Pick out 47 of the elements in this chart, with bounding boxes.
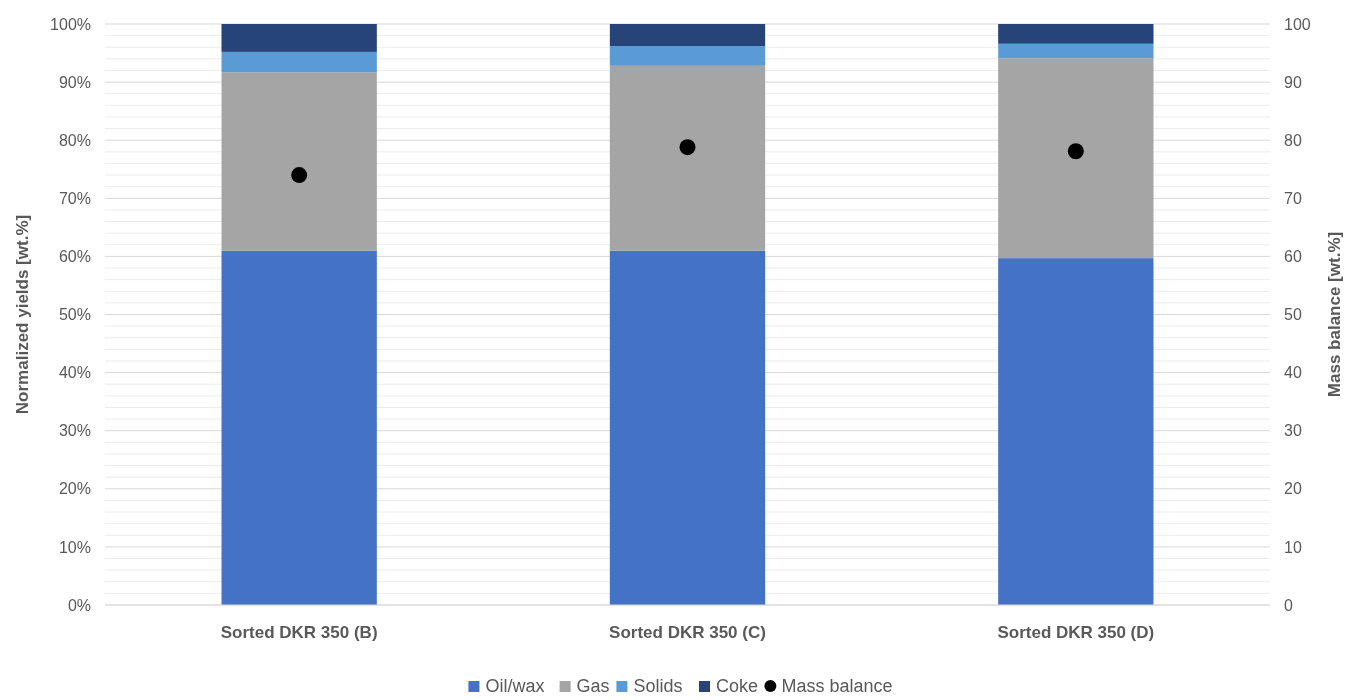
y-tick-label: 30% [58,422,91,440]
y2-tick-label: 60 [1284,248,1302,265]
y2-tick-label: 50 [1284,306,1302,324]
bar [609,46,766,66]
y2-tick-label: 20 [1284,480,1302,498]
legend-label: Oil/wax [485,676,545,697]
bar [221,72,377,251]
y2-tick-label: 80 [1284,131,1302,149]
bar [609,250,766,605]
y-tick-label: 50% [58,306,91,324]
y-tick-label: 40% [58,364,91,382]
bar [998,258,1154,605]
y2-tick-label: 0 [1284,596,1293,614]
y-tick-label: 70% [58,189,91,207]
bar [998,58,1154,259]
y2-tick-label: 10 [1284,538,1302,556]
bar [609,24,766,47]
point [1067,143,1084,160]
y-tick-label: 80% [58,131,91,149]
bar [221,24,377,52]
x-tick-label: Sorted DKR 350 (D) [997,623,1155,642]
x-tick-label: Sorted DKR 350 (B) [220,623,378,642]
y2-tick-label: 90 [1284,73,1302,91]
y-axis-title: Normalized yields [wt.%] [13,214,32,415]
x-tick-label: Sorted DKR 350 (C) [609,623,766,642]
y-tick-label: 90% [58,73,91,91]
legend-label: Gas [576,676,610,697]
point [291,167,308,184]
y-tick-label: 60% [58,248,91,265]
y2-tick-label: 100 [1284,15,1311,33]
y-tick-label: 20% [58,480,91,498]
legend-label: Coke [716,676,759,697]
bar [609,65,766,251]
y2-axis-title: Mass balance [wt.%] [1325,231,1344,398]
bar [221,51,377,73]
bar [998,43,1154,59]
legend-label: Mass balance [781,676,893,697]
legend-label: Solids [633,676,683,697]
y2-tick-label: 40 [1284,364,1302,382]
y-tick-label: 10% [58,538,91,556]
y2-tick-label: 30 [1284,422,1302,440]
point [679,139,696,156]
bar [998,24,1154,44]
y-tick-label: 100% [50,15,91,33]
y-tick-label: 0% [67,596,91,614]
y2-tick-label: 70 [1284,189,1302,207]
bar [221,250,377,605]
